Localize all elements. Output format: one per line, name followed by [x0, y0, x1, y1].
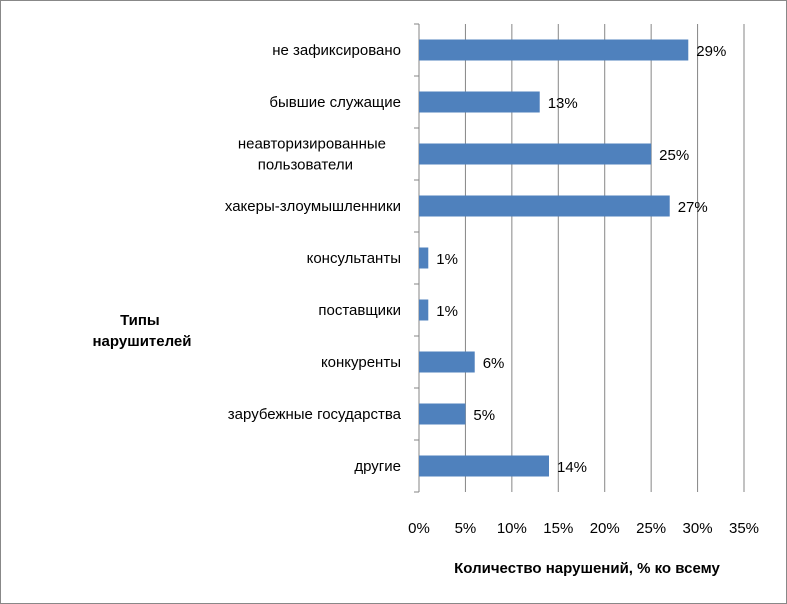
category-label-line: другие	[354, 458, 401, 475]
x-tick-label: 10%	[497, 520, 527, 537]
category-label-line: зарубежные государства	[228, 406, 402, 423]
category-label-line: консультанты	[307, 250, 401, 267]
category-label: зарубежные государства	[228, 406, 402, 423]
data-label: 13%	[548, 95, 578, 112]
category-label-line: хакеры-злоумышленники	[225, 198, 401, 215]
x-tick-label: 25%	[636, 520, 666, 537]
x-tick-label: 15%	[543, 520, 573, 537]
x-tick-label: 5%	[455, 520, 477, 537]
category-label: не зафиксировано	[272, 42, 401, 59]
x-tick-label: 0%	[408, 520, 430, 537]
data-label: 29%	[696, 43, 726, 60]
axes	[414, 23, 420, 493]
data-label: 1%	[436, 303, 458, 320]
data-label: 14%	[557, 459, 587, 476]
y-axis-title-line: Типы	[120, 312, 160, 329]
bar	[419, 91, 540, 113]
data-labels: 29% 13% 25% 27% 1% 1% 6% 5% 14%	[436, 43, 726, 476]
category-label: консультанты	[307, 250, 401, 267]
x-tick-labels: 0% 5% 10% 15% 20% 25% 30% 35%	[408, 520, 759, 537]
x-tick-label: 20%	[590, 520, 620, 537]
category-label-line: конкуренты	[321, 354, 401, 371]
data-label: 5%	[473, 407, 495, 424]
category-label: конкуренты	[321, 354, 401, 371]
category-label-line: пользователи	[258, 157, 353, 174]
category-label-line: не зафиксировано	[272, 42, 401, 59]
x-tick-label: 30%	[683, 520, 713, 537]
bar	[419, 39, 689, 61]
bar	[419, 195, 670, 217]
category-labels: не зафиксировано бывшие служащие неавториз…	[225, 42, 402, 475]
bar	[419, 403, 466, 425]
category-label: хакеры-злоумышленники	[225, 198, 401, 215]
category-label: другие	[354, 458, 401, 475]
bar	[419, 455, 549, 477]
data-label: 1%	[436, 251, 458, 268]
category-label: поставщики	[318, 302, 401, 319]
bar	[419, 351, 475, 373]
category-label: бывшие служащие	[269, 94, 401, 111]
bars	[419, 39, 689, 477]
data-label: 25%	[659, 147, 689, 164]
y-axis-title-line: нарушителей	[92, 333, 191, 350]
category-label-line: поставщики	[318, 302, 401, 319]
data-label: 6%	[483, 355, 505, 372]
category-label: неавторизированные пользователи	[238, 136, 386, 174]
category-label-line: бывшие служащие	[269, 94, 401, 111]
x-tick-label: 35%	[729, 520, 759, 537]
bar	[419, 143, 652, 165]
category-label-line: неавторизированные	[238, 136, 386, 153]
data-label: 27%	[678, 199, 708, 216]
bar	[419, 299, 429, 321]
x-axis-title: Количество нарушений, % ко всему	[454, 560, 720, 577]
y-axis-title: Типы нарушителей	[92, 312, 191, 350]
bar	[419, 247, 429, 269]
